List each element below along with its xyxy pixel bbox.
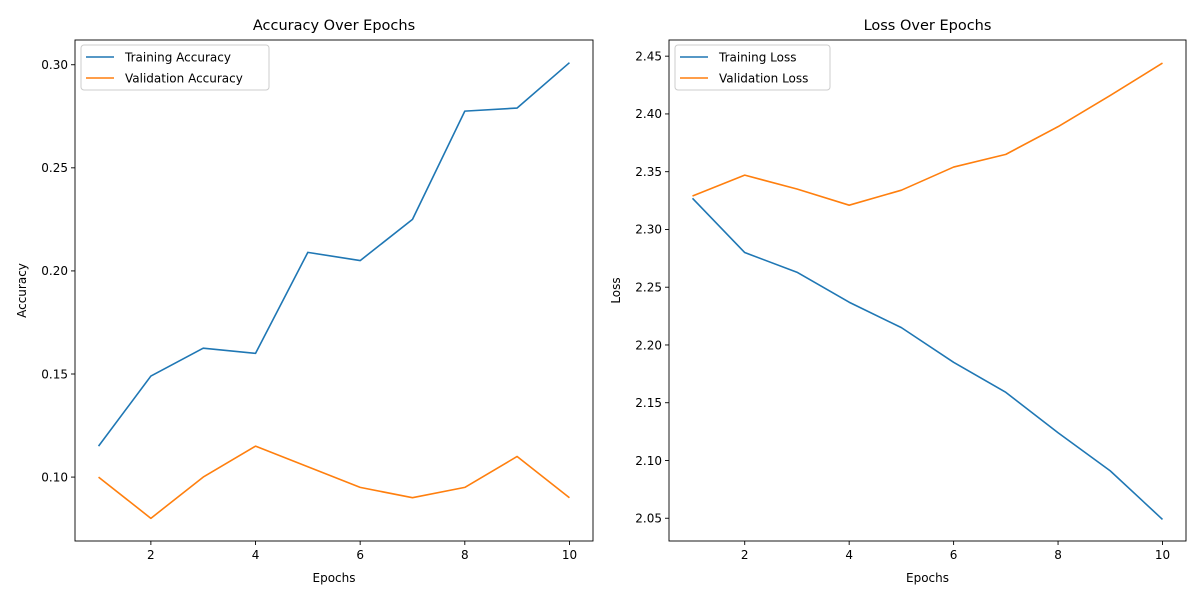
accuracy-x-tick-label: 8 — [461, 548, 469, 562]
accuracy-y-tick-label: 0.20 — [41, 264, 68, 278]
accuracy-plot-frame — [74, 39, 594, 542]
loss-legend-label-training: Training Loss — [718, 50, 796, 64]
loss-chart-title: Loss Over Epochs — [864, 18, 992, 34]
accuracy-legend: Training Accuracy Validation Accuracy — [80, 44, 270, 91]
accuracy-y-axis-label: Accuracy — [15, 263, 29, 318]
loss-y-tick-label: 2.45 — [635, 49, 662, 63]
loss-plot-frame — [668, 39, 1187, 542]
accuracy-y-tick-label: 0.30 — [41, 58, 68, 72]
accuracy-x-tick-label: 2 — [147, 548, 155, 562]
accuracy-legend-label-validation: Validation Accuracy — [125, 71, 243, 85]
loss-x-axis-label: Epochs — [906, 571, 949, 585]
accuracy-x-tick-label: 10 — [562, 548, 577, 562]
accuracy-y-tick-label: 0.25 — [41, 161, 68, 175]
loss-y-tick-label: 2.20 — [635, 338, 662, 352]
loss-y-tick-label: 2.35 — [635, 165, 662, 179]
loss-y-tick-label: 2.05 — [635, 512, 662, 526]
loss-series-line-training — [691, 197, 1164, 520]
accuracy-series-line-validation — [98, 445, 570, 520]
accuracy-chart-title: Accuracy Over Epochs — [253, 18, 415, 34]
loss-legend-label-validation: Validation Loss — [719, 71, 808, 85]
loss-x-tick-label: 2 — [741, 548, 749, 562]
loss-legend: Training Loss Validation Loss — [674, 44, 831, 91]
loss-legend-box — [674, 44, 831, 91]
loss-x-tick-label: 6 — [950, 548, 958, 562]
accuracy-series-line-training — [97, 62, 570, 447]
loss-x-tick-label: 10 — [1155, 548, 1170, 562]
loss-y-tick-label: 2.30 — [635, 223, 662, 237]
accuracy-y-tick-label: 0.10 — [41, 470, 68, 484]
loss-series-line-validation — [692, 62, 1163, 206]
loss-x-tick-label: 4 — [845, 548, 853, 562]
loss-y-tick-label: 2.40 — [635, 107, 662, 121]
accuracy-y-tick-label: 0.15 — [41, 367, 68, 381]
loss-y-tick-label: 2.25 — [635, 281, 662, 295]
loss-y-tick-label: 2.15 — [635, 396, 662, 410]
loss-chart: Loss Over Epochs 2 4 6 8 10 2.05 2.10 2.15 2.20 2.… — [609, 18, 1187, 585]
accuracy-x-tick-label: 6 — [356, 548, 364, 562]
accuracy-x-axis-label: Epochs — [313, 571, 356, 585]
accuracy-legend-label-training: Training Accuracy — [124, 50, 231, 64]
accuracy-chart: Accuracy Over Epochs 2 4 6 8 10 0.10 0.15 0.20 0.… — [15, 18, 594, 585]
loss-x-tick-label: 8 — [1054, 548, 1062, 562]
loss-y-tick-label: 2.10 — [635, 454, 662, 468]
loss-y-axis-label: Loss — [609, 277, 623, 303]
accuracy-legend-box — [80, 44, 270, 91]
accuracy-x-tick-label: 4 — [252, 548, 260, 562]
